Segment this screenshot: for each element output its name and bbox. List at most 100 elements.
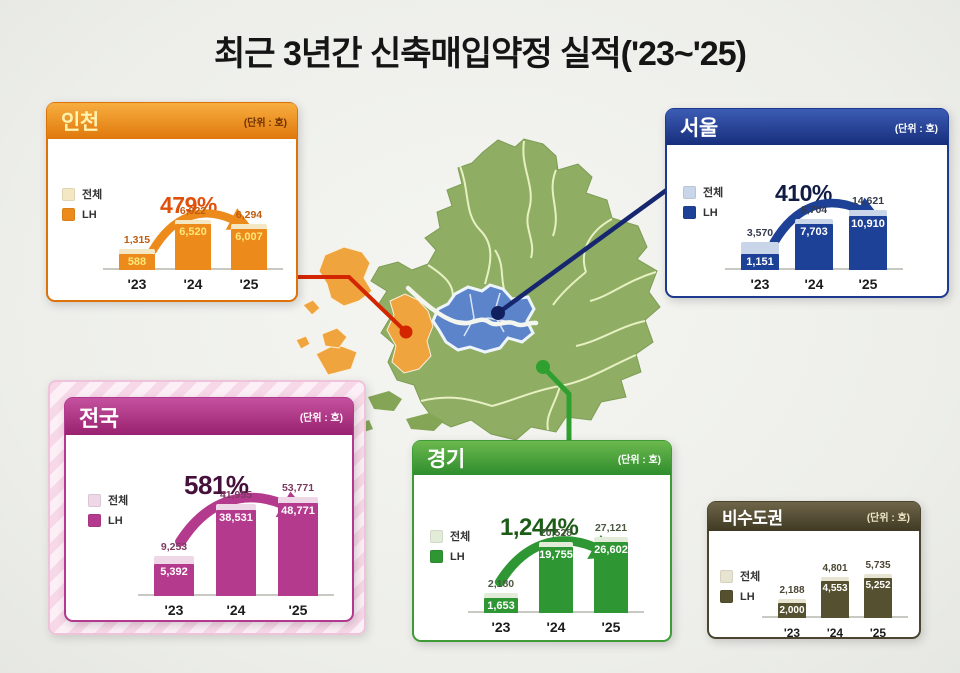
legend-incheon: 전체 LH xyxy=(62,186,102,227)
legend-row: 전체 xyxy=(62,186,102,202)
legend-row: LH xyxy=(430,550,470,563)
map-connectors xyxy=(296,187,670,442)
bar-total-value: 41,955 xyxy=(219,489,253,501)
legend-label: LH xyxy=(740,590,755,603)
bar-lh-segment: 48,771 xyxy=(278,503,318,596)
bar-lh-segment: 6,007 xyxy=(231,229,267,270)
legend-lh-swatch xyxy=(683,206,696,219)
bar-total-value: 6,922 xyxy=(179,205,207,217)
connector-seoul-line xyxy=(496,187,670,315)
map-islands-south xyxy=(357,391,444,433)
year-label: '24 xyxy=(546,619,566,635)
bar-total-value: 27,121 xyxy=(594,522,628,534)
bar-gyeonggi-1: 1,653 xyxy=(484,593,518,613)
bar-lh-value: 5,252 xyxy=(865,580,891,591)
year-label: '23 xyxy=(127,276,147,292)
map-han-river xyxy=(405,285,539,328)
panel-incheon: 인천 (단위 : 호) 전체 LH 479% 588 1,315'23 6,520 6,922… xyxy=(46,102,298,302)
connector-incheon-dot xyxy=(399,325,413,339)
bar-lh-segment: 4,553 xyxy=(821,581,849,618)
bar-nonmetro-1: 2,000 xyxy=(778,599,806,618)
legend-lh-swatch xyxy=(88,514,101,527)
panel-nonmetro: 비수도권 (단위 : 호) 전체 LH 2,000 2,188 '23 4,553 4,801 '… xyxy=(707,501,921,640)
legend-label: LH xyxy=(703,206,718,219)
bar-total-value: 14,621 xyxy=(851,195,885,207)
legend-row: 전체 xyxy=(430,528,470,544)
bar-lh-value: 26,602 xyxy=(594,544,628,556)
bar-lh-segment: 10,910 xyxy=(849,216,887,270)
bar-lh-value: 10,910 xyxy=(851,218,885,230)
year-label: '25 xyxy=(239,276,259,292)
panel-nationwide: 전국 (단위 : 호) 전체 LH 581% 5,392 9,253'23 38,531 41… xyxy=(64,397,354,622)
bar-lh-value: 4,553 xyxy=(822,583,848,594)
nationwide-hatch-frame: 전국 (단위 : 호) 전체 LH 581% 5,392 9,253'23 38,531 41… xyxy=(48,380,366,635)
bar-lh-segment: 19,755 xyxy=(539,547,573,613)
page-title: 최근 3년간 신축매입약정 실적('23~'25) xyxy=(214,35,747,73)
legend-row: 전체 xyxy=(88,492,128,508)
bar-nationwide-2: 38,531 xyxy=(216,504,256,596)
unit-label: (단위 : 호) xyxy=(299,413,343,424)
bar-seoul-1: 1,151 xyxy=(741,242,779,270)
bar-nationwide-3: 48,771 xyxy=(278,497,318,596)
bar-total-value: 4,801 xyxy=(822,563,848,574)
connector-seoul-dot xyxy=(491,306,505,320)
bar-lh-value: 6,007 xyxy=(235,231,263,243)
legend-row: 전체 xyxy=(683,184,723,200)
connector-incheon-line xyxy=(296,275,408,334)
bar-lh-segment: 1,151 xyxy=(741,254,779,270)
bar-gyeonggi-2: 19,755 xyxy=(539,542,573,613)
map-region-gyeonggi xyxy=(370,138,661,441)
bar-nonmetro-3: 5,252 xyxy=(864,574,892,618)
legend-row: LH xyxy=(683,206,723,219)
legend-label: LH xyxy=(450,550,465,563)
unit-label: (단위 : 호) xyxy=(894,123,938,135)
bar-lh-segment: 5,252 xyxy=(864,578,892,618)
legend-total-swatch xyxy=(683,185,696,199)
year-label: '25 xyxy=(869,626,887,640)
legend-label: 전체 xyxy=(82,189,103,201)
bar-incheon-2: 6,520 xyxy=(175,220,211,270)
legend-lh-swatch xyxy=(720,590,733,603)
legend-row: LH xyxy=(62,208,102,221)
bar-nationwide-1: 5,392 xyxy=(154,556,194,596)
bar-lh-segment: 2,000 xyxy=(778,603,806,618)
panel-header-seoul: 서울 (단위 : 호) xyxy=(666,109,948,145)
panel-title-nationwide: 전국 xyxy=(79,405,119,431)
bar-incheon-1: 588 xyxy=(119,249,155,270)
bar-lh-value: 588 xyxy=(127,256,147,268)
legend-total-swatch xyxy=(88,493,101,507)
legend-label: 전체 xyxy=(703,187,724,199)
year-label: '25 xyxy=(288,602,308,618)
year-label: '23 xyxy=(491,619,511,635)
legend-seoul: 전체 LH xyxy=(683,184,723,225)
bar-lh-segment: 1,653 xyxy=(484,598,518,613)
bar-lh-segment: 588 xyxy=(119,254,155,270)
bar-lh-segment: 38,531 xyxy=(216,510,256,596)
panel-header-nonmetro: 비수도권 (단위 : 호) xyxy=(708,502,920,531)
unit-label: (단위 : 호) xyxy=(617,454,661,466)
bar-nonmetro-2: 4,553 xyxy=(821,577,849,618)
panel-title-seoul: 서울 xyxy=(680,117,718,140)
bar-total-value: 20,528 xyxy=(539,527,573,539)
bar-lh-segment: 26,602 xyxy=(594,542,628,613)
connector-gyeonggi-dot xyxy=(536,360,550,374)
legend-lh-swatch xyxy=(430,550,443,563)
map-district-borders xyxy=(420,140,657,431)
year-label: '25 xyxy=(858,276,878,292)
bar-total-value: 5,735 xyxy=(865,560,891,571)
connector-gyeonggi-line xyxy=(541,365,572,442)
bar-lh-value: 6,520 xyxy=(179,226,207,238)
legend-label: 전체 xyxy=(108,495,129,507)
bar-total-value: 9,704 xyxy=(800,204,828,216)
bar-total-value: 2,188 xyxy=(779,585,805,596)
panel-seoul: 서울 (단위 : 호) 전체 LH 410% 1,151 3,570'23 7,703 9,7… xyxy=(665,108,949,298)
panel-header-gyeonggi: 경기 (단위 : 호) xyxy=(413,441,671,475)
bar-total-value: 53,771 xyxy=(281,482,315,494)
year-label: '23 xyxy=(783,626,801,640)
legend-label: LH xyxy=(108,514,123,527)
legend-label: LH xyxy=(82,208,97,221)
legend-label: 전체 xyxy=(450,531,471,543)
legend-lh-swatch xyxy=(62,208,75,221)
bar-total-value: 2,180 xyxy=(487,578,515,590)
